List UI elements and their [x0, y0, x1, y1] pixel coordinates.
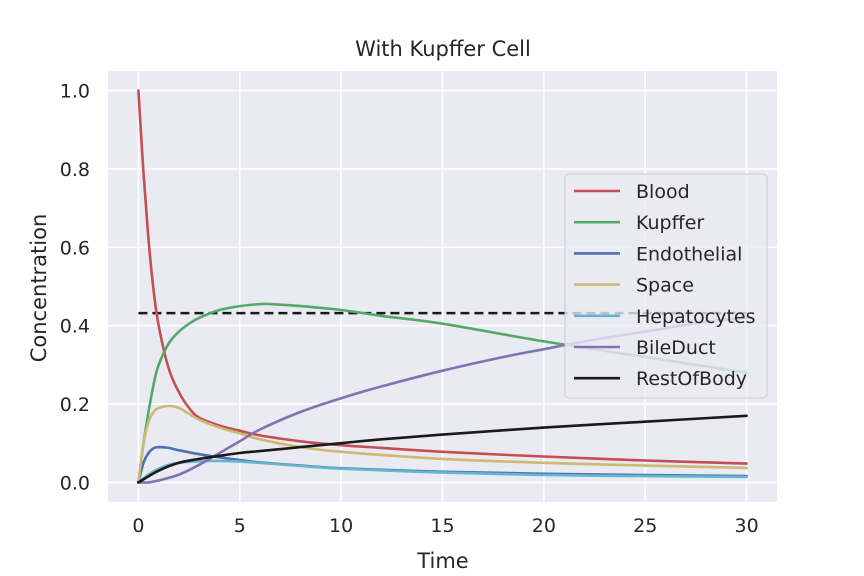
x-tick-label: 30 [734, 515, 758, 537]
y-axis-label: Concentration [27, 214, 51, 363]
series-line-restofbody [137, 414, 748, 484]
x-tick-label: 10 [329, 515, 353, 537]
legend-label-restofbody: RestOfBody [636, 368, 747, 390]
series-line-blood [137, 89, 748, 465]
x-tick-label: 25 [633, 515, 657, 537]
y-tick-label: 0.2 [60, 394, 90, 416]
series-line-space [137, 404, 748, 484]
x-axis-label: Time [416, 549, 468, 573]
y-tick-label: 1.0 [60, 81, 90, 103]
legend-label-hepatocytes: Hepatocytes [636, 306, 755, 328]
y-tick-label: 0.6 [60, 237, 90, 259]
legend: Blood Kupffer Endothelial Space Hepatocytes B… [564, 173, 768, 399]
legend-label-endothelial: Endothelial [636, 243, 742, 265]
chart-title: With Kupffer Cell [355, 37, 531, 61]
x-tick-label: 0 [132, 515, 144, 537]
y-tick-label: 0.0 [60, 472, 90, 494]
legend-label-space: Space [636, 275, 694, 297]
series-line-kupffer [137, 302, 748, 484]
legend-label-bileduct: BileDuct [636, 337, 716, 359]
x-tick-label: 20 [532, 515, 556, 537]
series-line-hepatocytes [137, 459, 748, 484]
y-tick-label: 0.4 [60, 316, 90, 338]
legend-label-blood: Blood [636, 181, 690, 203]
x-tick-label: 5 [234, 515, 246, 537]
y-tick-label: 0.8 [60, 159, 90, 181]
legend-box [564, 173, 768, 399]
tick-labels: 0 5 10 15 20 25 30 0.0 0.2 0.4 0.6 0.8 1.0 [60, 81, 759, 537]
legend-label-kupffer: Kupffer [636, 212, 704, 234]
x-tick-label: 15 [430, 515, 454, 537]
series-layer [137, 89, 748, 484]
